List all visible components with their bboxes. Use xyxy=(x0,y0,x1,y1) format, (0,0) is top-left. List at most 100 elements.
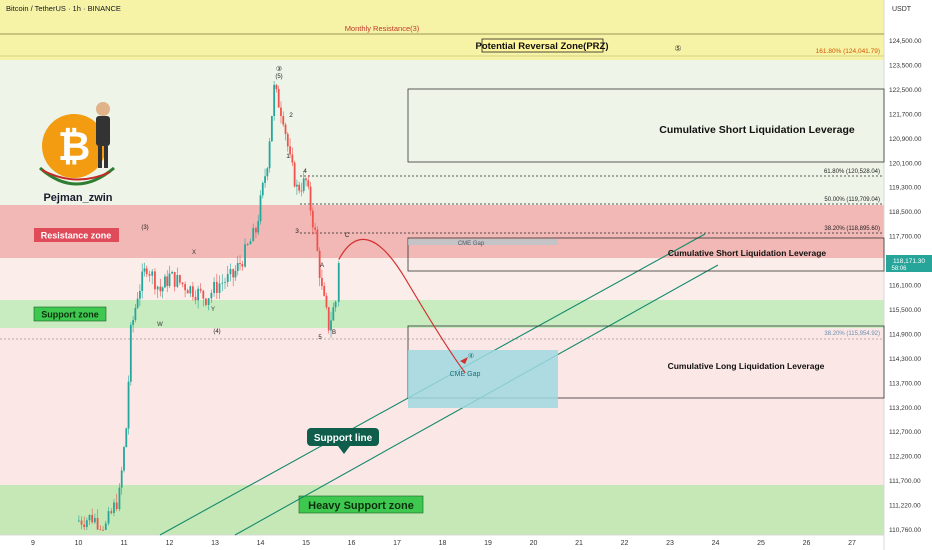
candle-body xyxy=(93,518,96,523)
wave-1: 1 xyxy=(286,153,290,160)
candle-body xyxy=(218,283,221,293)
heavy-support-band xyxy=(0,485,884,535)
candle-body xyxy=(151,271,154,276)
candle-body xyxy=(171,271,173,274)
candle-body xyxy=(257,221,260,233)
bitcoin-logo-icon xyxy=(42,114,106,178)
candle-body xyxy=(273,84,276,116)
time-tick-label: 24 xyxy=(712,540,720,547)
candle-body xyxy=(91,514,94,523)
candle-body xyxy=(323,286,326,296)
candle-body xyxy=(309,186,312,211)
time-tick-label: 13 xyxy=(211,540,219,547)
candle-body xyxy=(284,124,287,135)
candle-body xyxy=(239,263,241,265)
forecast-arrow xyxy=(338,238,466,374)
time-tick-label: 25 xyxy=(757,540,765,547)
candle-body xyxy=(305,178,307,181)
countdown: 58:06 xyxy=(891,266,907,272)
symbol-title: Bitcoin / TetherUS · 1h · BINANCE xyxy=(6,4,121,13)
time-axis-bg xyxy=(0,535,932,550)
time-tick-label: 11 xyxy=(120,540,127,547)
price-tick-label: 118,500.00 xyxy=(889,209,921,216)
time-axis[interactable]: 9 10 11 12 13 14 15 16 17 18 19 20 21 22 23 24 25 26 27 xyxy=(31,540,856,547)
candle-body xyxy=(327,307,330,331)
candle-body xyxy=(173,271,176,287)
price-axis[interactable]: 124,500.00 123,500.00 122,500.00 121,700.00… xyxy=(889,38,922,534)
candle-body xyxy=(224,282,226,283)
resistance-zone-label: Resistance zone xyxy=(41,231,112,241)
candle-body xyxy=(300,190,303,192)
candle-body xyxy=(291,154,294,163)
wave-c: C xyxy=(345,233,350,239)
resistance-label-box xyxy=(34,228,119,242)
candle-body xyxy=(205,298,207,305)
wave-circ4: ④ xyxy=(468,352,474,360)
fib-382-label: 38.20% (118,895.60) xyxy=(824,226,880,232)
price-tick-label: 122,500.00 xyxy=(889,87,922,94)
short-liq-label-upper: Cumulative Short Liquidation Leverage xyxy=(659,124,855,136)
candle-body xyxy=(107,511,110,524)
support-zone-label: Support zone xyxy=(41,310,99,320)
fib-50-label: 50.00% (119,709.04) xyxy=(824,197,880,203)
candle-body xyxy=(141,271,144,292)
candle-body xyxy=(110,511,113,514)
candle-body xyxy=(192,286,194,297)
cme-gap-small-label: CME Gap xyxy=(458,241,485,247)
price-tick-label: 112,700.00 xyxy=(889,429,921,436)
candle-body xyxy=(282,116,285,125)
candle-body xyxy=(132,320,134,325)
time-tick-label: 26 xyxy=(803,540,811,547)
candle-body xyxy=(332,307,335,321)
candle-body xyxy=(241,264,244,267)
candle-body xyxy=(189,286,192,294)
prz-band xyxy=(0,0,884,60)
long-liq-label: Cumulative Long Liquidation Leverage xyxy=(668,361,825,371)
candle-body xyxy=(115,502,118,510)
candle-body xyxy=(261,182,264,196)
logo-name: Pejman_zwin xyxy=(43,192,112,204)
candle-body xyxy=(270,115,273,142)
candle-body xyxy=(229,269,232,275)
candle-body xyxy=(277,89,280,108)
price-tick-label: 110,760.00 xyxy=(889,527,921,534)
candle-body xyxy=(96,518,99,530)
candle-body xyxy=(118,487,121,510)
wave-peak-top: ③ xyxy=(276,65,282,73)
candle-body xyxy=(102,529,104,531)
candle-body xyxy=(143,268,146,272)
wave-y: Y xyxy=(211,307,215,313)
short-liq-box-lower xyxy=(407,237,885,272)
time-tick-label: 19 xyxy=(484,540,492,547)
candle-body xyxy=(330,320,332,331)
candle-body xyxy=(259,195,262,222)
bitcoin-symbol: ₿ xyxy=(58,125,91,169)
candle-body xyxy=(302,178,305,191)
candle-body xyxy=(179,275,181,283)
candle-body xyxy=(221,282,224,284)
price-tick-label: 120,100.00 xyxy=(889,160,922,167)
candle-body xyxy=(289,146,291,155)
price-axis-bg xyxy=(884,0,932,550)
candle-body xyxy=(249,241,252,245)
support-line-label-box xyxy=(307,428,379,446)
time-tick-label: 10 xyxy=(75,540,83,547)
price-tick-label: 114,900.00 xyxy=(889,331,921,338)
time-tick-label: 14 xyxy=(257,540,265,547)
price-tick-label: 111,220.00 xyxy=(889,503,921,510)
wave-paren3: (3) xyxy=(141,225,148,231)
candle-body xyxy=(136,298,139,308)
price-tick-label: 120,900.00 xyxy=(889,136,922,143)
candle-body xyxy=(314,227,316,230)
candle-body xyxy=(202,290,205,299)
candle-body xyxy=(268,141,271,169)
price-tick-label: 124,500.00 xyxy=(889,38,922,45)
heavy-support-zone-label: Heavy Support zone xyxy=(308,500,414,512)
candle-body xyxy=(88,514,91,521)
price-tick-label: 114,300.00 xyxy=(889,356,921,363)
heavy-support-label-box xyxy=(298,495,424,514)
wave-5: 5 xyxy=(318,335,322,341)
candle-body xyxy=(194,296,197,301)
price-tick-label: 116,100.00 xyxy=(889,283,921,290)
